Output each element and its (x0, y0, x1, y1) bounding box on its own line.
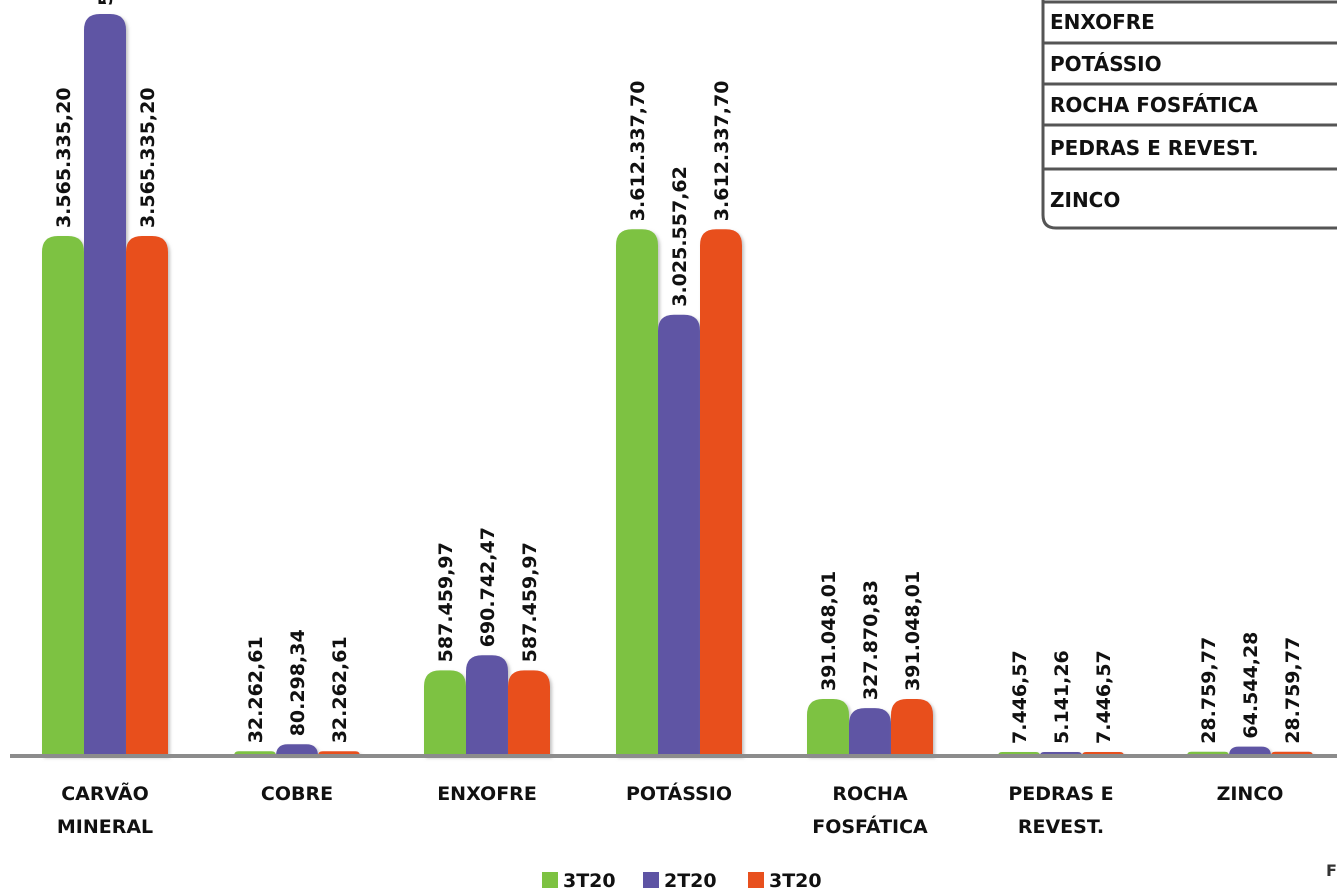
table-row-potassio: POTÁSSIO (1050, 52, 1162, 76)
bar-3-series-1 (658, 314, 700, 756)
value-label-2-series-2: 587.459,97 (519, 542, 541, 662)
value-label-0-series-1: 5.087.900,78 (95, 0, 117, 6)
category-label-6: ZINCO (1217, 783, 1284, 805)
legend-swatch-1 (643, 872, 659, 888)
value-label-6-series-2: 28.759,77 (1282, 637, 1304, 744)
value-label-2-series-1: 690.742,47 (477, 527, 499, 647)
bar-0-series-0 (42, 236, 84, 756)
table-row-pedras-revest: PEDRAS E REVEST. (1050, 136, 1259, 160)
value-label-3-series-0: 3.612.337,70 (627, 81, 649, 222)
value-label-0-series-2: 3.565.335,20 (137, 87, 159, 228)
bar-3-series-2 (700, 229, 742, 756)
table-border (1041, 0, 1337, 230)
value-label-5-series-2: 7.446,57 (1093, 650, 1115, 744)
value-label-4-series-2: 391.048,01 (902, 571, 924, 691)
bar-0-series-2 (126, 236, 168, 756)
category-label-2: ENXOFRE (437, 783, 537, 805)
value-label-2-series-0: 587.459,97 (435, 542, 457, 662)
bar-4-series-0 (807, 698, 849, 756)
bar-6-series-1 (1229, 746, 1271, 756)
value-label-3-series-2: 3.612.337,70 (711, 81, 733, 222)
value-label-0-series-0: 3.565.335,20 (53, 87, 75, 228)
value-label-5-series-0: 7.446,57 (1009, 650, 1031, 744)
footer-partial-text: F (1326, 861, 1337, 880)
bar-4-series-2 (891, 698, 933, 756)
category-label-1: COBRE (261, 783, 333, 805)
category-label-5: PEDRAS E REVEST. (1008, 783, 1113, 838)
legend-swatch-2 (748, 872, 764, 888)
bar-0-series-1 (84, 14, 126, 756)
category-label-4: ROCHA FOSFÁTICA (812, 783, 928, 838)
table-row-zinco: ZINCO (1050, 188, 1120, 212)
legend: 3T20 2T20 3T20 (542, 870, 822, 892)
bar-2-series-0 (424, 670, 466, 756)
legend-label-1: 2T20 (664, 870, 717, 892)
table-row-rocha-fosfatica: ROCHA FOSFÁTICA (1050, 93, 1258, 117)
value-label-3-series-1: 3.025.557,62 (669, 166, 691, 307)
table-row-enxofre: ENXOFRE (1050, 10, 1155, 34)
category-label-0: CARVÃO MINERAL (57, 781, 153, 838)
value-label-5-series-1: 5.141,26 (1051, 650, 1073, 744)
value-label-6-series-1: 64.544,28 (1240, 632, 1262, 739)
value-label-1-series-0: 32.262,61 (245, 636, 267, 743)
category-label-3: POTÁSSIO (626, 782, 732, 805)
bar-1-series-1 (276, 744, 318, 756)
value-label-6-series-0: 28.759,77 (1198, 637, 1220, 744)
value-label-4-series-0: 391.048,01 (818, 571, 840, 691)
legend-label-0: 3T20 (563, 870, 616, 892)
category-labels: CARVÃO MINERAL COBRE ENXOFRE POTÁSSIO ROCHA FO… (57, 781, 1284, 838)
legend-label-2: 3T20 (769, 870, 822, 892)
bar-series (42, 14, 1313, 756)
value-labels: 3.565.335,20 5.087.900,78 3.565.335,20 32.2… (53, 0, 1304, 744)
value-label-1-series-2: 32.262,61 (329, 636, 351, 743)
bar-2-series-1 (466, 655, 508, 756)
bar-2-series-2 (508, 670, 550, 756)
mineral-table: ENXOFRE POTÁSSIO ROCHA FOSFÁTICA PEDRAS … (1041, 0, 1337, 230)
bar-3-series-0 (616, 229, 658, 756)
value-label-4-series-1: 327.870,83 (860, 580, 882, 700)
bar-4-series-1 (849, 708, 891, 756)
value-label-1-series-1: 80.298,34 (287, 629, 309, 736)
legend-swatch-0 (542, 872, 558, 888)
